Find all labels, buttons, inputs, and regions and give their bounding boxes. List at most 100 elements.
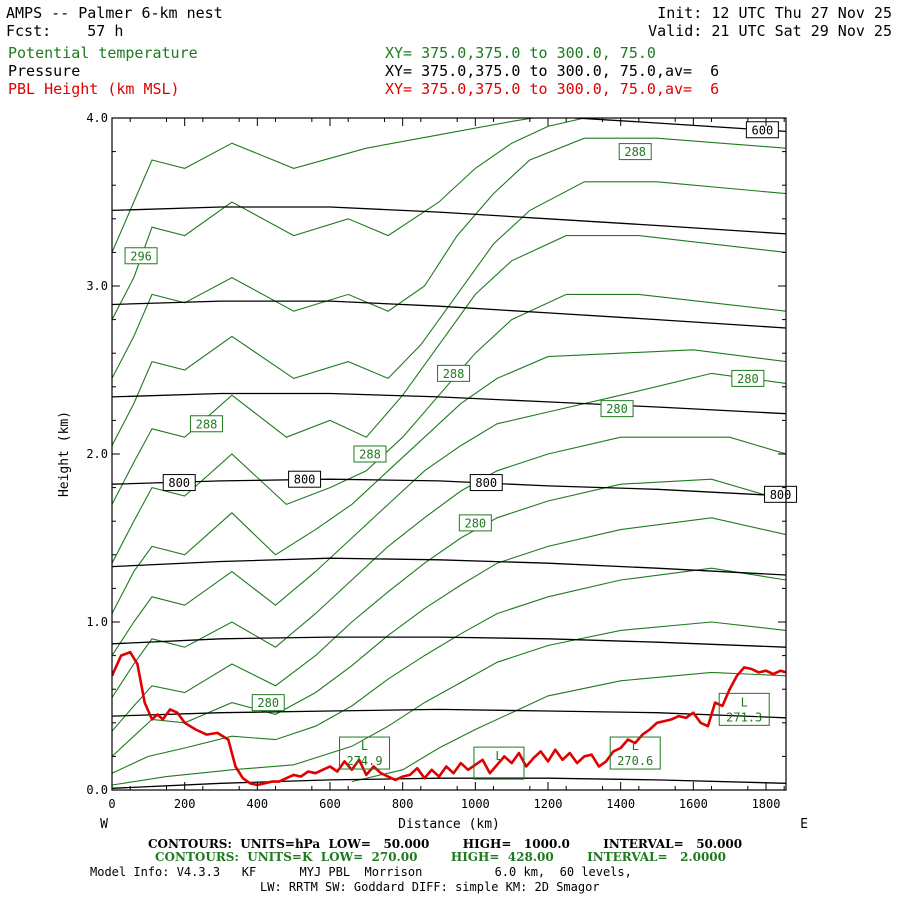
theta-contour-3: [112, 137, 786, 379]
x-tick-label-200: 200: [174, 797, 196, 811]
pressure-label-4-box: [469, 474, 503, 492]
pressure-contour-1000: [112, 777, 786, 789]
theta-contour-info: CONTOURS: UNITS=K LOW= 270.00 HIGH= 428.…: [155, 850, 726, 864]
x-tick-label-1400: 1400: [606, 797, 635, 811]
theta-contour-9: [112, 436, 786, 698]
pressure-contour-900: [112, 636, 786, 648]
x-tick-label-400: 400: [246, 797, 268, 811]
pressure-contours: [112, 118, 786, 789]
theta-label-6-box: [731, 369, 765, 387]
theta-low-2: L: [473, 746, 525, 780]
pressure-label-3-text: 800: [294, 473, 316, 487]
theta-contour-5: [112, 235, 786, 505]
theta-low-4-letter: L: [741, 695, 748, 709]
theta-low-1-value: 274.9: [346, 754, 382, 768]
pressure-label-4: 800: [469, 474, 503, 492]
theta-low-3-letter: L: [632, 739, 639, 753]
theta-label-9-text: 280: [257, 696, 279, 710]
theta-label-2: 288: [618, 143, 652, 161]
init-time: Init: 12 UTC Thu 27 Nov 25: [657, 4, 892, 22]
model-info-line1: Model Info: V4.3.3 KF MYJ PBL Morrison 6…: [90, 865, 632, 879]
theta-label-8-box: [458, 514, 492, 532]
axes: 0 200 400 600 800 1000 1200 1400 1600 1800 0.0 1.0 2…: [57, 111, 808, 832]
theta-label-3-text: 288: [196, 417, 218, 431]
theta-label-7-box: [600, 400, 634, 418]
east-label: E: [800, 817, 808, 832]
pressure-label-4-text: 800: [475, 476, 497, 490]
pressure-contour-800: [112, 478, 786, 497]
pressure-contour-950: [112, 708, 786, 719]
x-tick-label-1200: 1200: [534, 797, 563, 811]
theta-contour-13: [112, 621, 786, 786]
pbl-height-line: [112, 650, 786, 787]
theta-contour-7: [112, 349, 786, 614]
theta-label-3-box: [189, 415, 223, 433]
contour-labels: 600 800 800 800 800 296 288 288 288 288 280 280 280 2…: [124, 121, 798, 780]
theta-label-9-box: [251, 694, 285, 712]
theta-label-5-box: [353, 445, 387, 463]
theta-low-4-box: [718, 692, 770, 726]
field1-xsec: XY= 375.0,375.0 to 300.0, 75.0: [385, 44, 656, 62]
theta-label-5: 288: [353, 445, 387, 463]
x-tick-label-1000: 1000: [461, 797, 490, 811]
theta-label-6-text: 280: [737, 372, 759, 386]
y-tick-label-0: 0.0: [86, 783, 108, 797]
pressure-label-2: 800: [162, 474, 196, 492]
theta-label-4-text: 288: [443, 367, 465, 381]
pressure-contour-650: [112, 206, 786, 235]
field2-name: Pressure: [8, 62, 81, 80]
theta-label-1-box: [124, 247, 158, 265]
pressure-contour-750: [112, 392, 786, 415]
x-tick-label-600: 600: [319, 797, 341, 811]
theta-low-3-box: [609, 736, 661, 770]
theta-label-3: 288: [189, 415, 223, 433]
theta-contour-1: [112, 118, 537, 253]
theta-label-1-text: 296: [130, 249, 152, 263]
theta-label-2-box: [618, 143, 652, 161]
theta-label-4-box: [437, 364, 471, 382]
theta-label-7-text: 280: [606, 402, 628, 416]
pressure-label-5-box: [764, 485, 798, 503]
y-axis-label: Height (km): [57, 411, 72, 497]
theta-contour-12: [112, 567, 786, 774]
theta-low-4-value: 271.3: [726, 710, 762, 724]
theta-label-8-text: 280: [464, 516, 486, 530]
theta-contour-2: [112, 118, 786, 320]
theta-low-1-box: [339, 736, 391, 770]
theta-label-6: 280: [731, 369, 765, 387]
pressure-label-1-text: 600: [752, 123, 774, 137]
field2-xsec: XY= 375.0,375.0 to 300.0, 75.0,av= 6: [385, 62, 720, 80]
forecast-hour: Fcst: 57 h: [6, 22, 124, 40]
pressure-label-5: 800: [764, 485, 798, 503]
theta-low-2-box: [473, 746, 525, 780]
theta-contour-4: [112, 181, 786, 446]
theta-contours: [112, 118, 786, 786]
field3-xsec: XY= 375.0,375.0 to 300.0, 75.0,av= 6: [385, 80, 720, 98]
pressure-label-1: 600: [745, 121, 779, 139]
pressure-label-2-text: 800: [168, 476, 190, 490]
pressure-label-2-box: [162, 474, 196, 492]
valid-time: Valid: 21 UTC Sat 29 Nov 25: [648, 22, 892, 40]
theta-label-7: 280: [600, 400, 634, 418]
theta-label-8: 280: [458, 514, 492, 532]
theta-label-9: 280: [251, 694, 285, 712]
pbl-height-series: [112, 650, 786, 787]
x-tick-label-1600: 1600: [679, 797, 708, 811]
theta-label-1: 296: [124, 247, 158, 265]
x-tick-label-800: 800: [392, 797, 414, 811]
pressure-contour-600: [565, 118, 786, 133]
pressure-label-1-box: [745, 121, 779, 139]
pressure-contour-info: CONTOURS: UNITS=hPa LOW= 50.000 HIGH= 10…: [148, 837, 743, 851]
theta-low-3-value: 270.6: [617, 754, 653, 768]
y-tick-label-4: 4.0: [86, 111, 108, 125]
y-tick-label-2: 2.0: [86, 447, 108, 461]
pressure-contour-850: [112, 557, 786, 576]
model-info-line2: LW: RRTM SW: Goddard DIFF: simple KM: 2D…: [260, 880, 600, 894]
west-label: W: [100, 817, 108, 832]
field3-name: PBL Height (km MSL): [8, 80, 180, 98]
theta-label-2-text: 288: [624, 145, 646, 159]
y-tick-label-1: 1.0: [86, 615, 108, 629]
